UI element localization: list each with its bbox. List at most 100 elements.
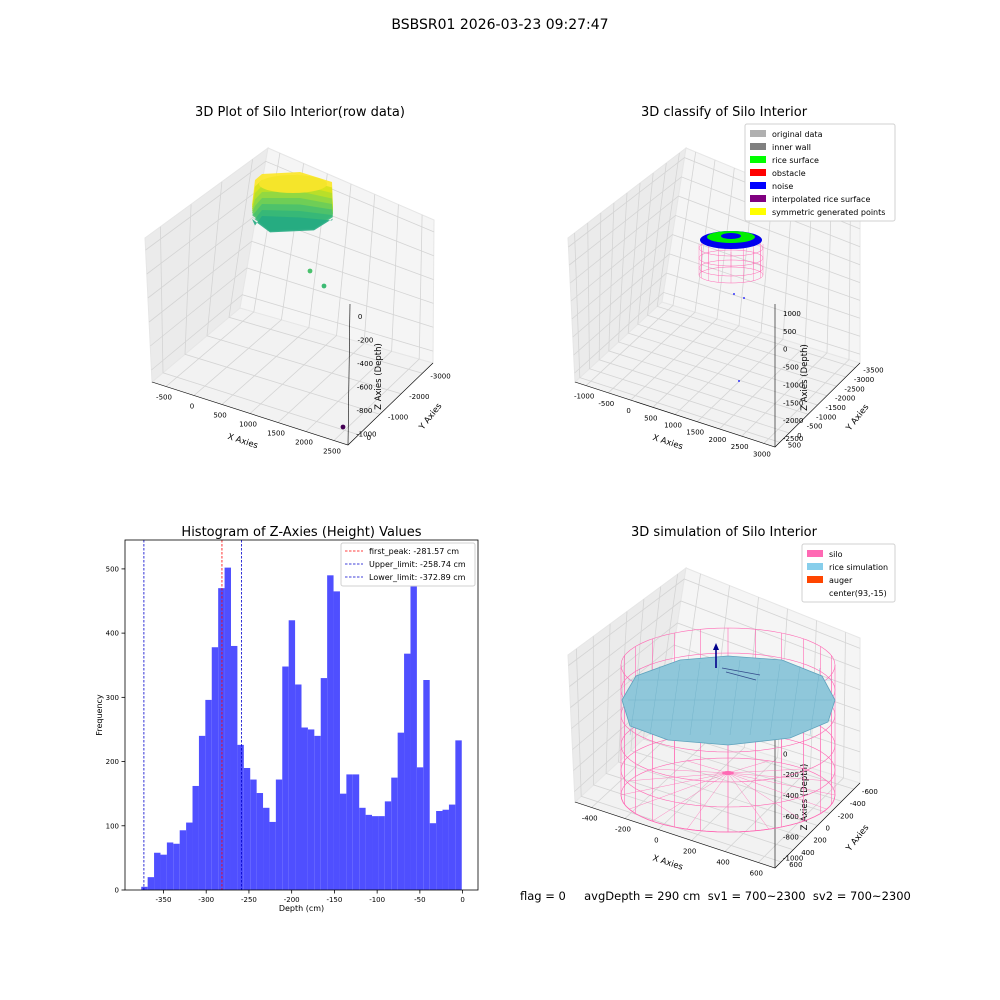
z-tick-label: -800 [357,407,373,415]
x-tick-label: 400 [716,859,729,867]
x-tick-label: -400 [582,815,598,823]
x-tick-label: -500 [156,394,172,402]
x-gridline [652,175,755,408]
y-gridline [618,611,818,826]
y-tick-label: 200 [106,758,119,766]
legend-swatch [750,208,766,215]
z-tick-label: -600 [783,813,799,821]
x-gridline [674,183,774,415]
y-gridline [184,204,381,415]
histogram-bar [154,852,161,890]
y-tick-label: 300 [106,694,119,702]
histogram-bar [282,666,289,890]
histogram-bar [320,678,328,890]
histogram-bar [237,744,244,890]
scatter-point [340,424,346,430]
histogram-bar [198,735,206,890]
z-tick-label: -400 [357,360,373,368]
z-tick-label: -800 [783,834,799,842]
silo-floor-spoke [652,768,729,774]
z-tick-label: -1500 [783,399,803,407]
y-tick-label: 500 [788,441,801,449]
legend-swatch [750,169,766,176]
histogram-bar [224,567,231,890]
silo-floor-spoke [686,772,729,830]
histogram-bar [160,854,167,890]
y-gridline [627,182,828,397]
y-gridline [608,202,809,415]
z-tick-label: 1000 [783,310,801,318]
y-tick-label: -1500 [826,404,846,412]
z-tick-label: 0 [358,313,362,321]
chart-title: 3D Plot of Silo Interior(row data) [195,105,405,120]
legend-label: noise [772,182,793,191]
x-tick-label: -1000 [574,393,594,401]
y-axis-label: Y Axies [417,401,445,433]
z-gridline [572,253,861,338]
y-tick-label: 0 [826,825,830,833]
wall-ring [698,249,764,267]
rice-simulation-surface [621,655,836,746]
x-gridline [305,204,399,432]
z-tick-label: -500 [783,364,799,372]
chart-title: Histogram of Z-Axies (Height) Values [181,525,421,540]
x-tick-label: -200 [284,896,300,904]
z-gridline [573,272,861,356]
histogram-bar [314,735,321,890]
histogram-bar [263,807,270,890]
rice-mesh-line [629,667,641,736]
rice-mesh-line [769,663,781,736]
histogram-bar [410,559,417,890]
z-axis-label: Z Axies (Depth) [800,344,810,411]
x-gridline [763,215,851,444]
y-tick-label: 0 [115,887,119,895]
z-gridline [569,600,861,687]
point-cloud-band [252,216,333,233]
x-tick-label: 1000 [239,421,257,429]
z-tick-label: -2000 [783,417,803,425]
scatter-point [321,283,327,289]
y-tick-label: 500 [106,565,119,573]
silo-floor-spoke [629,772,729,782]
y-tick-label: 600 [789,861,802,869]
legend-label: auger [829,576,853,585]
histogram-bar [186,822,193,890]
histogram-bar [455,740,462,890]
histogram-bar [179,830,187,890]
histogram-bar [416,767,424,890]
z-gridline [571,234,861,320]
y-axis-label: Y Axies [844,823,872,855]
x-axis-label: X Axies [226,432,259,451]
x-tick-label: 600 [750,870,763,878]
histogram-bar [211,647,219,890]
x-gridline [333,214,423,441]
silo-floor-spoke [727,772,827,810]
histogram-bar [372,816,379,890]
z-gridline [568,578,861,666]
z-tick-label: 0 [783,750,787,758]
silo-simulation [620,627,836,833]
legend-swatch [750,182,766,189]
x-tick-label: -50 [414,896,425,904]
x-gridline [585,151,697,386]
chart-title: 3D classify of Silo Interior [641,105,808,120]
silo-floor-spoke [727,760,770,774]
z-tick-label: -1000 [783,381,803,389]
y-gridline [618,192,818,406]
x-tick-label: 2500 [323,448,341,456]
legend-label: first_peak: -281.57 cm [369,547,459,556]
z-gridline [150,267,434,347]
y-gridline [630,599,830,814]
legend-frame [340,542,476,587]
x-gridline [724,620,817,852]
y-tick-label: -600 [862,788,878,796]
z-gridline [151,294,434,371]
z-gridline [148,240,434,323]
legend-label: obstacle [772,169,806,178]
y-tick-label: -1000 [388,413,408,421]
legend-label: symmetric generated points [772,208,885,217]
rice-mesh-line [669,663,681,736]
x-tick-label: -100 [369,896,385,904]
classified-silo [698,231,764,284]
